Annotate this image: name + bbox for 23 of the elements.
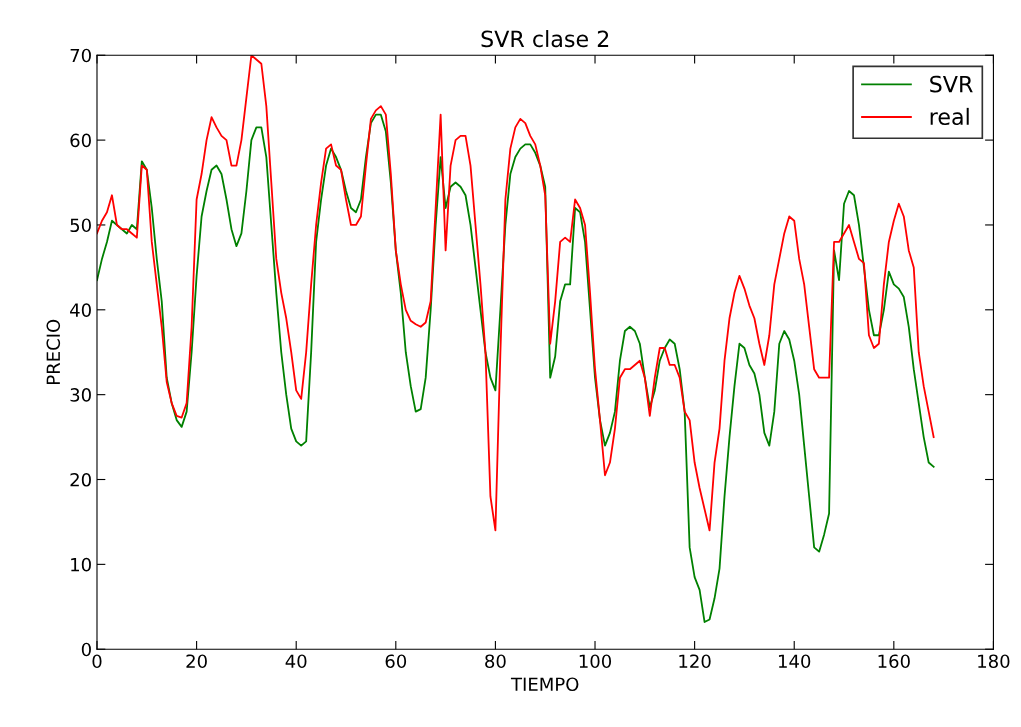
x-tick-label: 180 (978, 654, 1010, 669)
y-tick-label: 50 (70, 218, 91, 233)
x-tick-label: 80 (485, 654, 506, 669)
y-axis-title: PRECIO (46, 319, 61, 384)
x-tick-label: 140 (778, 654, 811, 669)
y-tick-label: 30 (70, 388, 91, 402)
y-tick-label: 60 (70, 133, 91, 148)
x-tick-label: 100 (579, 654, 612, 669)
chart-title: SVR clase 2 (481, 30, 609, 48)
x-tick-label: 20 (186, 654, 207, 669)
y-tick-label: 20 (70, 472, 91, 487)
y-tick-label: 40 (70, 303, 91, 317)
x-tick-label: 60 (385, 654, 407, 669)
x-axis-title: TIEMPO (510, 677, 579, 692)
y-tick-label: 0 (81, 642, 91, 657)
y-tick-label: 10 (71, 557, 91, 572)
x-tick-label: 160 (878, 654, 910, 669)
x-tick-label: 120 (679, 654, 711, 669)
x-tick-label: 0 (92, 654, 102, 669)
legend-label: SVR (930, 75, 973, 93)
x-tick-label: 40 (285, 654, 307, 669)
y-tick-label: 70 (70, 48, 91, 63)
legend-label: real (930, 107, 969, 126)
